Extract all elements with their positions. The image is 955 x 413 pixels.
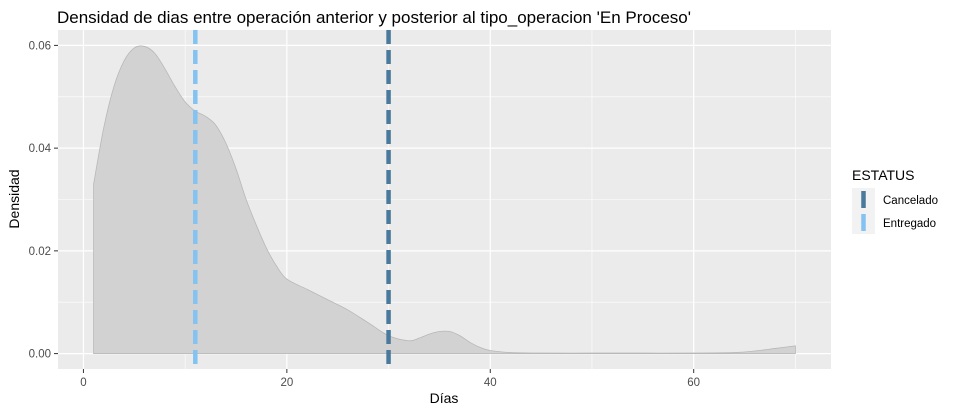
status-vlines bbox=[193, 30, 391, 369]
x-tick-label: 20 bbox=[280, 377, 293, 389]
x-axis: 0 20 40 60 bbox=[80, 369, 700, 389]
y-axis: 0.00 0.02 0.04 0.06 bbox=[29, 40, 58, 361]
x-tick-label: 40 bbox=[484, 377, 497, 389]
legend-title: ESTATUS bbox=[852, 167, 915, 183]
x-tick-label: 60 bbox=[687, 377, 700, 389]
density-area bbox=[93, 45, 796, 354]
chart-title: Densidad de dias entre operación anterio… bbox=[57, 8, 691, 27]
y-tick-label: 0.06 bbox=[29, 40, 51, 52]
legend-label-entregado: Entregado bbox=[883, 218, 936, 230]
y-tick-label: 0.02 bbox=[29, 246, 51, 258]
y-tick-label: 0.00 bbox=[29, 349, 51, 361]
x-axis-title: Días bbox=[430, 390, 459, 406]
legend: ESTATUS Cancelado Entregado bbox=[852, 167, 938, 234]
y-tick-label: 0.04 bbox=[29, 143, 52, 155]
x-tick-label: 0 bbox=[80, 377, 86, 389]
y-axis-title: Densidad bbox=[6, 169, 22, 228]
legend-label-cancelado: Cancelado bbox=[883, 195, 938, 207]
